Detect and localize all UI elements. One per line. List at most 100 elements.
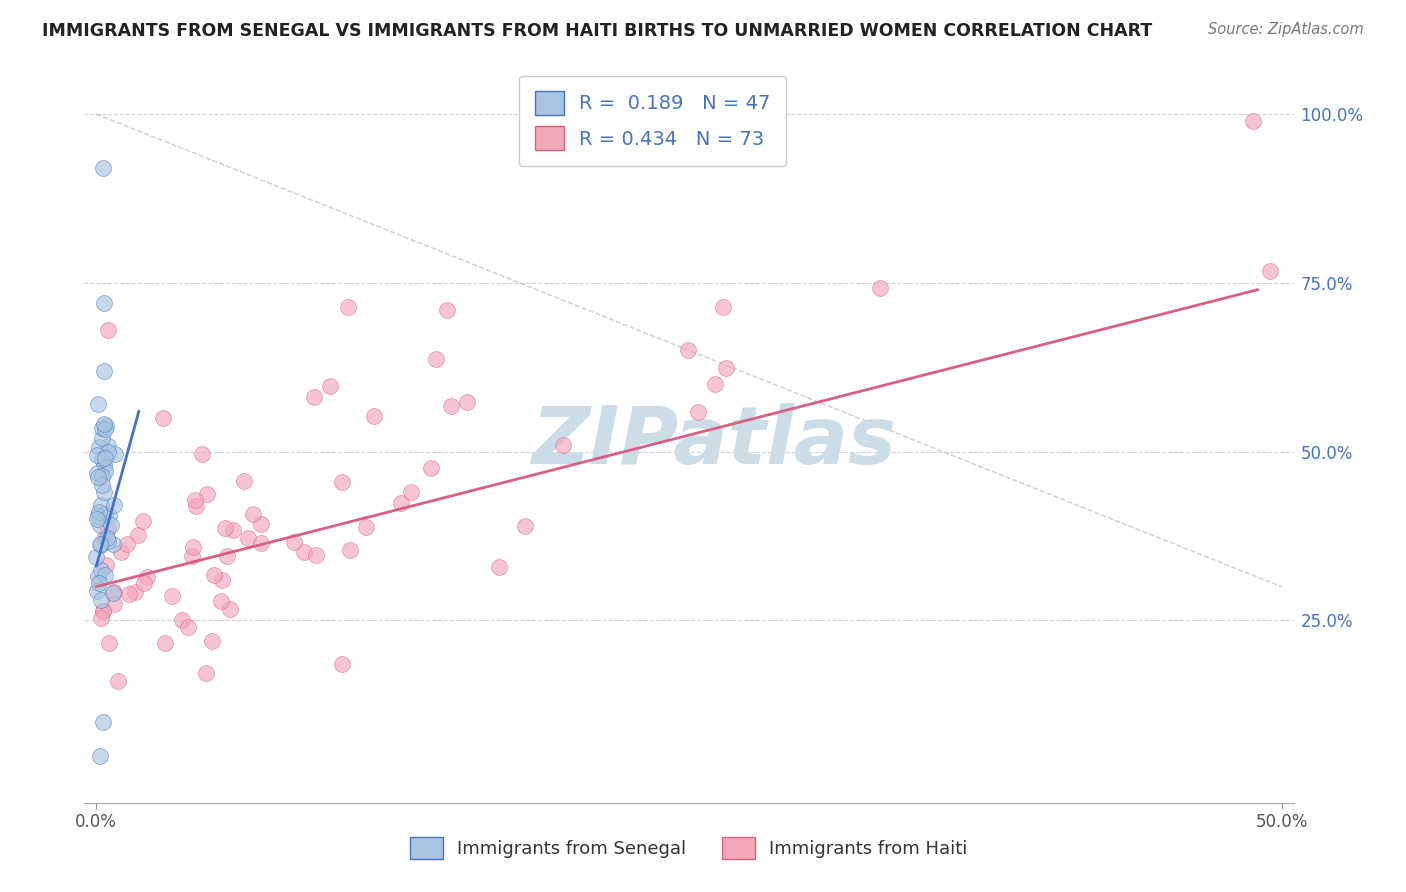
Point xyxy=(93,417,115,432)
Point xyxy=(238,531,260,545)
Point xyxy=(152,410,174,425)
Point xyxy=(283,535,305,549)
Point xyxy=(87,508,110,523)
Point xyxy=(1241,113,1264,128)
Point xyxy=(181,549,204,563)
Point xyxy=(89,537,111,551)
Point xyxy=(97,509,120,524)
Point xyxy=(87,505,110,519)
Point xyxy=(90,478,112,492)
Point xyxy=(89,748,111,763)
Point xyxy=(127,528,149,542)
Point xyxy=(94,451,117,466)
Point xyxy=(330,657,353,672)
Point xyxy=(90,610,112,624)
Point xyxy=(1258,263,1281,277)
Point xyxy=(211,573,233,587)
Point xyxy=(332,475,354,489)
Point xyxy=(425,352,447,367)
Point xyxy=(87,397,110,411)
Point xyxy=(232,474,254,488)
Point xyxy=(319,379,342,393)
Point xyxy=(363,409,385,423)
Point xyxy=(250,517,273,532)
Point xyxy=(86,569,108,583)
Point xyxy=(170,613,193,627)
Point xyxy=(91,468,114,483)
Point xyxy=(339,542,361,557)
Point xyxy=(94,530,117,544)
Point xyxy=(124,584,146,599)
Point xyxy=(115,537,138,551)
Point xyxy=(91,604,114,618)
Point xyxy=(93,568,115,582)
Point xyxy=(94,464,117,478)
Point xyxy=(553,438,575,452)
Point xyxy=(89,440,111,454)
Point xyxy=(94,422,117,436)
Point xyxy=(201,633,224,648)
Point xyxy=(86,583,108,598)
Point xyxy=(101,586,124,600)
Point xyxy=(688,405,710,419)
Point xyxy=(93,364,115,378)
Point xyxy=(86,448,108,462)
Point xyxy=(488,560,510,574)
Point xyxy=(90,452,112,467)
Point xyxy=(87,576,110,591)
Point xyxy=(110,545,132,559)
Point xyxy=(107,673,129,688)
Point xyxy=(197,486,219,500)
Point xyxy=(91,714,114,729)
Text: ZIPatlas: ZIPatlas xyxy=(530,402,896,481)
Point xyxy=(84,550,107,565)
Point xyxy=(90,498,112,512)
Point xyxy=(177,620,200,634)
Point xyxy=(217,549,239,563)
Point xyxy=(89,517,111,532)
Point xyxy=(153,635,176,649)
Point xyxy=(101,537,124,551)
Point xyxy=(302,391,325,405)
Point xyxy=(90,593,112,607)
Point xyxy=(100,517,122,532)
Point xyxy=(104,447,127,461)
Point xyxy=(209,593,232,607)
Point xyxy=(184,499,207,513)
Point xyxy=(222,523,245,537)
Text: IMMIGRANTS FROM SENEGAL VS IMMIGRANTS FROM HAITI BIRTHS TO UNMARRIED WOMEN CORRE: IMMIGRANTS FROM SENEGAL VS IMMIGRANTS FR… xyxy=(42,22,1153,40)
Point xyxy=(456,395,478,409)
Point xyxy=(103,498,125,512)
Point xyxy=(87,470,110,484)
Point xyxy=(135,569,157,583)
Point xyxy=(160,589,183,603)
Point xyxy=(97,534,120,549)
Point xyxy=(131,514,153,528)
Point xyxy=(103,597,125,611)
Point xyxy=(96,419,118,434)
Point xyxy=(305,548,328,562)
Point xyxy=(86,467,108,481)
Point xyxy=(714,361,737,376)
Point xyxy=(96,531,118,545)
Point xyxy=(250,536,273,550)
Point xyxy=(97,522,120,536)
Point xyxy=(214,521,236,535)
Point xyxy=(440,399,463,413)
Point xyxy=(711,300,734,314)
Point xyxy=(389,496,412,510)
Point xyxy=(181,540,204,554)
Point xyxy=(103,585,125,599)
Point xyxy=(93,485,115,500)
Point xyxy=(420,461,443,475)
Point xyxy=(118,587,141,601)
Point xyxy=(436,303,458,318)
Point xyxy=(218,602,240,616)
Point xyxy=(93,296,115,310)
Point xyxy=(90,538,112,552)
Point xyxy=(86,511,108,525)
Point xyxy=(132,576,155,591)
Point xyxy=(354,520,377,534)
Point xyxy=(97,444,120,458)
Point xyxy=(184,492,207,507)
